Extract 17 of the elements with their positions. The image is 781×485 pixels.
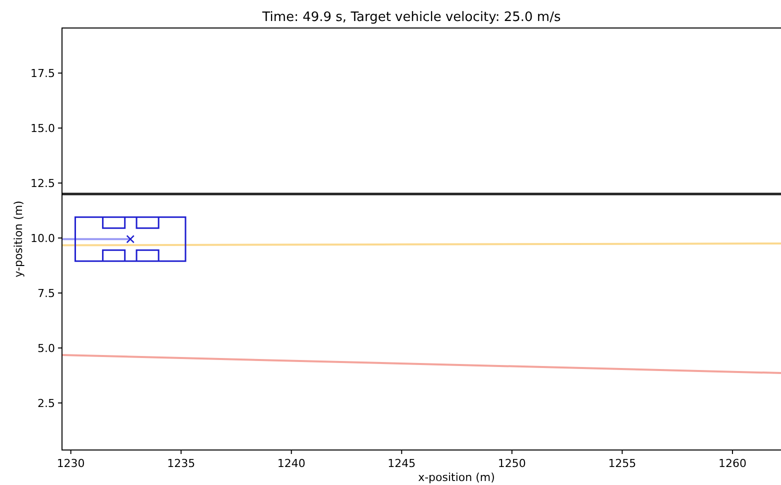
y-tick-label: 17.5 <box>30 67 55 80</box>
y-tick-label: 15.0 <box>30 122 55 136</box>
x-tick-label: 1250 <box>498 457 526 470</box>
y-tick-label: 5.0 <box>38 342 55 355</box>
y-axis-title: y-position (m) <box>12 200 25 278</box>
x-tick-label: 1235 <box>167 457 196 470</box>
y-tick-label: 7.5 <box>38 286 55 300</box>
y-tick-label: 10.0 <box>30 232 55 246</box>
chart-title: Time: 49.9 s, Target vehicle velocity: 25.0 m/s <box>261 10 561 25</box>
x-tick-label: 1230 <box>56 457 85 470</box>
x-tick-label: 1245 <box>388 457 416 470</box>
y-tick-label: 2.5 <box>38 396 55 410</box>
x-tick-label: 1255 <box>608 457 636 470</box>
x-tick-label: 1240 <box>277 457 306 470</box>
x-tick-label: 1260 <box>718 457 746 470</box>
x-axis-title: x-position (m) <box>418 471 495 484</box>
y-tick-label: 12.5 <box>30 177 55 190</box>
